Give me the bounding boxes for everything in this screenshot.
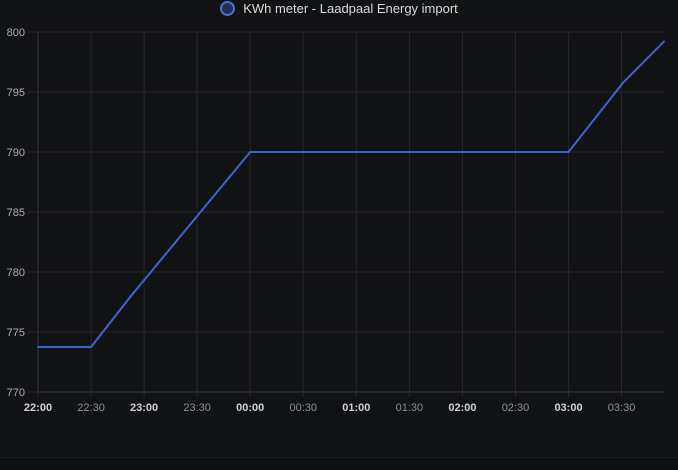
x-tick-label: 01:00 bbox=[342, 402, 370, 414]
y-tick-label: 785 bbox=[7, 207, 25, 219]
y-tick-label: 780 bbox=[7, 267, 25, 279]
x-tick-label: 00:00 bbox=[236, 402, 264, 414]
x-tick-label: 01:30 bbox=[396, 402, 424, 414]
x-tick-label: 22:00 bbox=[24, 402, 52, 414]
x-tick-label: 23:30 bbox=[183, 402, 211, 414]
legend-series-toggle[interactable]: KWh meter - Laadpaal Energy import bbox=[0, 0, 678, 17]
series-line[interactable] bbox=[37, 40, 665, 348]
x-tick-label: 02:30 bbox=[502, 402, 530, 414]
panel-bottom-edge bbox=[0, 457, 678, 470]
series-color-icon bbox=[220, 1, 236, 16]
x-tick-label: 22:30 bbox=[77, 402, 105, 414]
x-tick-label: 03:30 bbox=[608, 402, 636, 414]
x-tick-label: 00:30 bbox=[289, 402, 317, 414]
y-tick-label: 775 bbox=[7, 327, 25, 339]
x-tick-label: 03:00 bbox=[554, 402, 582, 414]
x-tick-label: 23:00 bbox=[130, 402, 158, 414]
y-tick-label: 770 bbox=[7, 387, 25, 399]
y-tick-label: 790 bbox=[7, 147, 25, 159]
x-tick-label: 02:00 bbox=[448, 402, 476, 414]
y-tick-label: 800 bbox=[7, 27, 25, 39]
y-tick-label: 795 bbox=[7, 87, 25, 99]
series-legend-label[interactable]: KWh meter - Laadpaal Energy import bbox=[243, 1, 458, 16]
